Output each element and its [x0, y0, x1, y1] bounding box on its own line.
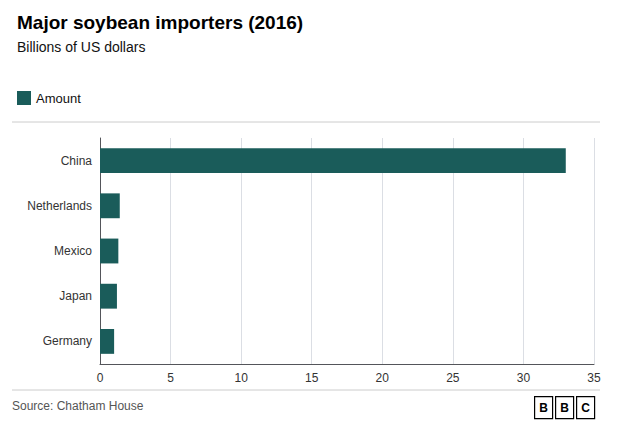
svg-text:Amount: Amount [36, 91, 81, 106]
svg-text:Mexico: Mexico [54, 244, 92, 258]
svg-text:0: 0 [97, 371, 104, 385]
svg-text:Source: Chatham House: Source: Chatham House [12, 399, 144, 413]
svg-text:25: 25 [446, 371, 460, 385]
svg-text:Netherlands: Netherlands [27, 199, 92, 213]
svg-text:35: 35 [587, 371, 601, 385]
svg-text:20: 20 [376, 371, 390, 385]
svg-text:30: 30 [517, 371, 531, 385]
svg-text:Germany: Germany [43, 334, 92, 348]
svg-text:10: 10 [234, 371, 248, 385]
svg-text:B: B [539, 401, 548, 415]
svg-text:Major soybean importers (2016): Major soybean importers (2016) [17, 12, 303, 33]
svg-text:China: China [61, 154, 93, 168]
svg-text:C: C [581, 401, 590, 415]
svg-text:Japan: Japan [59, 289, 92, 303]
svg-text:B: B [560, 401, 569, 415]
svg-text:5: 5 [167, 371, 174, 385]
svg-text:15: 15 [305, 371, 319, 385]
svg-text:Billions of US dollars: Billions of US dollars [17, 39, 145, 55]
